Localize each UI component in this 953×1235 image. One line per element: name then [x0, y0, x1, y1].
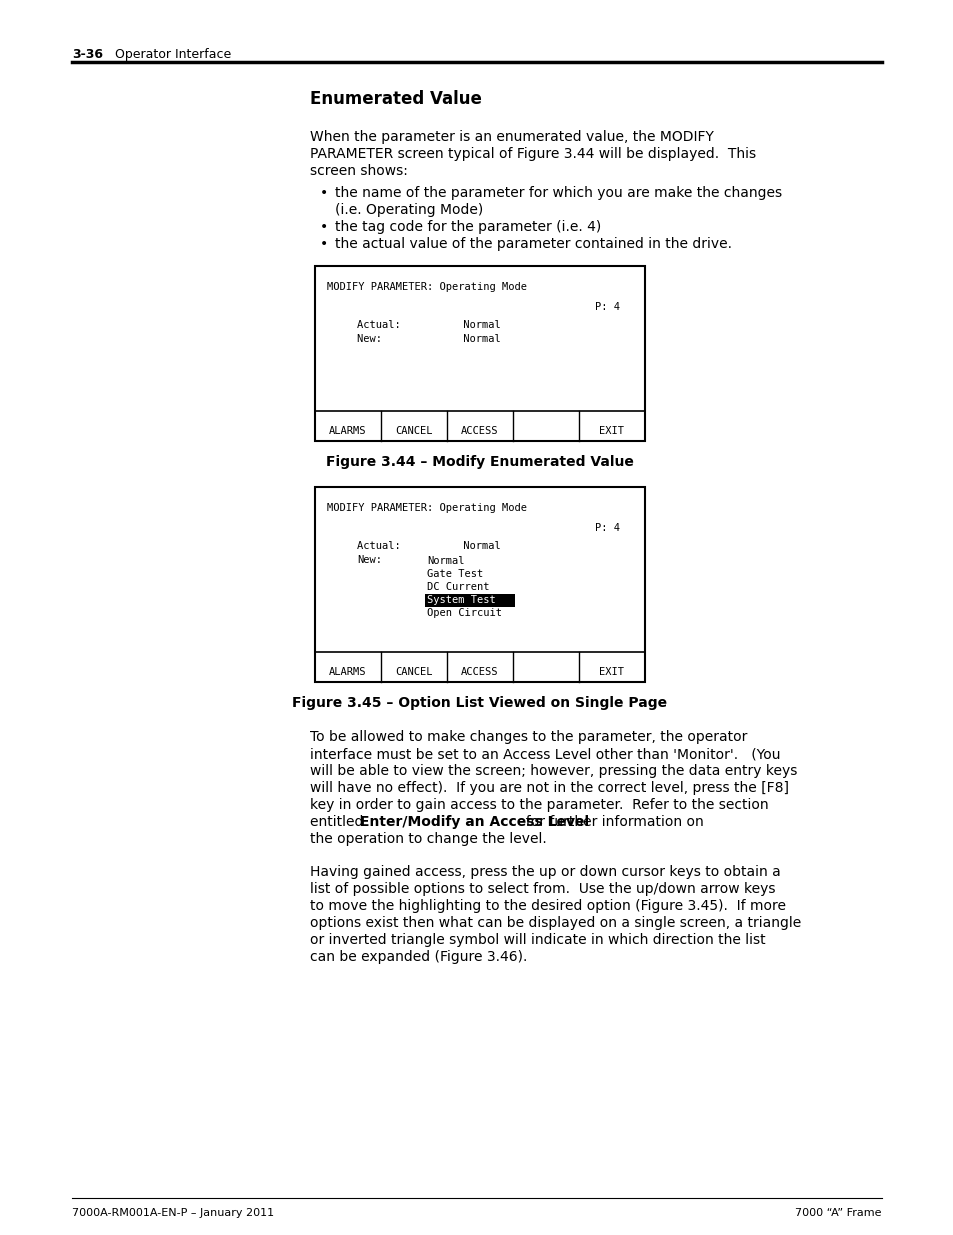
Text: MODIFY PARAMETER: Operating Mode: MODIFY PARAMETER: Operating Mode [327, 503, 526, 513]
Text: MODIFY PARAMETER: Operating Mode: MODIFY PARAMETER: Operating Mode [327, 282, 526, 291]
Text: options exist then what can be displayed on a single screen, a triangle: options exist then what can be displayed… [310, 916, 801, 930]
Text: New:             Normal: New: Normal [356, 333, 500, 345]
Text: Actual:          Normal: Actual: Normal [356, 320, 500, 330]
Text: the operation to change the level.: the operation to change the level. [310, 832, 546, 846]
Text: screen shows:: screen shows: [310, 164, 408, 178]
Bar [314, 266, 644, 441]
Text: Open Circuit: Open Circuit [427, 608, 501, 618]
Text: •: • [319, 220, 328, 233]
Text: Operator Interface: Operator Interface [115, 48, 231, 61]
Text: DC Current: DC Current [427, 582, 489, 592]
Text: Actual:          Normal: Actual: Normal [356, 541, 500, 551]
Text: the tag code for the parameter (i.e. 4): the tag code for the parameter (i.e. 4) [335, 220, 600, 233]
Text: P: 4: P: 4 [595, 522, 619, 534]
Text: 7000 “A” Frame: 7000 “A” Frame [795, 1208, 882, 1218]
Text: Gate Test: Gate Test [427, 569, 483, 579]
Text: the name of the parameter for which you are make the changes: the name of the parameter for which you … [335, 186, 781, 200]
Text: ACCESS: ACCESS [460, 426, 498, 436]
Text: entitled: entitled [310, 815, 367, 829]
Text: PARAMETER screen typical of Figure 3.44 will be displayed.  This: PARAMETER screen typical of Figure 3.44 … [310, 147, 756, 161]
Text: Having gained access, press the up or down cursor keys to obtain a: Having gained access, press the up or do… [310, 864, 780, 879]
Bar [314, 487, 644, 682]
Text: 7000A-RM001A-EN-P – January 2011: 7000A-RM001A-EN-P – January 2011 [71, 1208, 274, 1218]
Text: or inverted triangle symbol will indicate in which direction the list: or inverted triangle symbol will indicat… [310, 932, 765, 947]
Text: interface must be set to an Access Level other than 'Monitor'.   (You: interface must be set to an Access Level… [310, 747, 780, 761]
Text: ALARMS: ALARMS [329, 667, 366, 677]
Text: ALARMS: ALARMS [329, 426, 366, 436]
Text: CANCEL: CANCEL [395, 426, 433, 436]
Text: to move the highlighting to the desired option (Figure 3.45).  If more: to move the highlighting to the desired … [310, 899, 785, 913]
Text: System Test: System Test [427, 595, 496, 605]
Text: P: 4: P: 4 [595, 303, 619, 312]
Text: •: • [319, 237, 328, 251]
Text: New:: New: [356, 555, 381, 564]
Text: Figure 3.44 – Modify Enumerated Value: Figure 3.44 – Modify Enumerated Value [326, 454, 634, 469]
Text: will have no effect).  If you are not in the correct level, press the [F8]: will have no effect). If you are not in … [310, 781, 788, 795]
Text: Normal: Normal [427, 556, 464, 566]
Text: the actual value of the parameter contained in the drive.: the actual value of the parameter contai… [335, 237, 731, 251]
Text: EXIT: EXIT [598, 667, 624, 677]
Text: will be able to view the screen; however, pressing the data entry keys: will be able to view the screen; however… [310, 764, 797, 778]
Bar [424, 594, 515, 606]
Text: To be allowed to make changes to the parameter, the operator: To be allowed to make changes to the par… [310, 730, 746, 743]
Text: list of possible options to select from.  Use the up/down arrow keys: list of possible options to select from.… [310, 882, 775, 897]
Text: can be expanded (Figure 3.46).: can be expanded (Figure 3.46). [310, 950, 527, 965]
Text: (i.e. Operating Mode): (i.e. Operating Mode) [335, 203, 483, 217]
Text: ACCESS: ACCESS [460, 667, 498, 677]
Text: CANCEL: CANCEL [395, 667, 433, 677]
Text: Enumerated Value: Enumerated Value [310, 90, 481, 107]
Text: EXIT: EXIT [598, 426, 624, 436]
Text: When the parameter is an enumerated value, the MODIFY: When the parameter is an enumerated valu… [310, 130, 713, 144]
Text: key in order to gain access to the parameter.  Refer to the section: key in order to gain access to the param… [310, 798, 768, 811]
Text: 3-36: 3-36 [71, 48, 103, 61]
Text: for further information on: for further information on [517, 815, 703, 829]
Text: •: • [319, 186, 328, 200]
Text: Enter/Modify an Access Level: Enter/Modify an Access Level [360, 815, 589, 829]
Text: Figure 3.45 – Option List Viewed on Single Page: Figure 3.45 – Option List Viewed on Sing… [293, 697, 667, 710]
